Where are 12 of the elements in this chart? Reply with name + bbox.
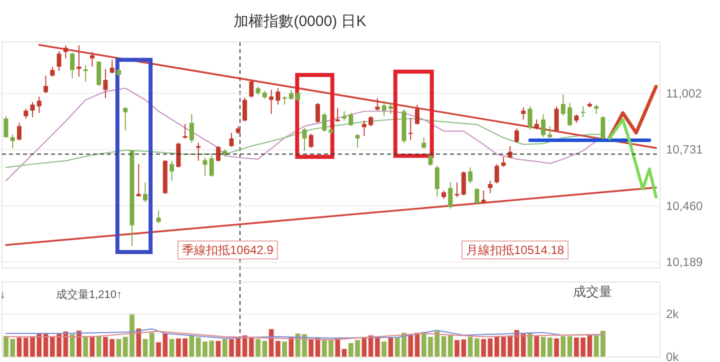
ytick: 10,731 bbox=[666, 142, 703, 157]
annotation: ↓ bbox=[0, 289, 6, 301]
ytick: 11,002 bbox=[666, 86, 702, 100]
annotation: 季線扣抵10642.9 bbox=[182, 243, 274, 257]
ytick: 10,189 bbox=[666, 254, 703, 269]
annotation: 月線扣抵10514.18 bbox=[466, 243, 564, 257]
ytick: 2k bbox=[666, 307, 679, 322]
title: 成交量 bbox=[573, 284, 612, 299]
title: 加權指數(0000) 日K bbox=[234, 13, 366, 30]
ytick: 0k bbox=[666, 350, 679, 362]
ytick: 10,460 bbox=[666, 198, 703, 213]
annotation: 成交量1,210↑ bbox=[56, 289, 122, 301]
